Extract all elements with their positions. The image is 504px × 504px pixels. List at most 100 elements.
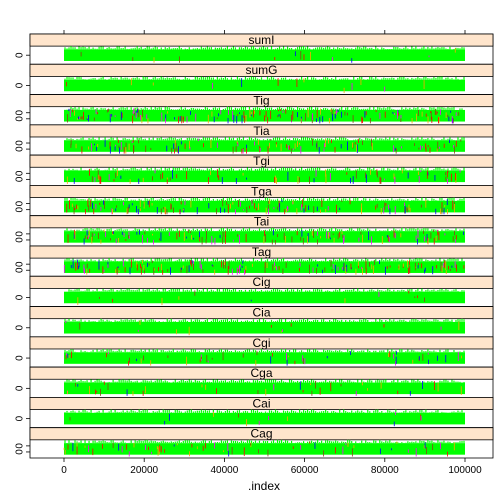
strip-header — [29, 306, 494, 320]
y-tick-label: 0 — [15, 170, 26, 176]
trace-band-Tag — [64, 261, 465, 273]
strip-header — [29, 154, 494, 168]
trace-spikes-Tga — [64, 197, 465, 215]
panel-sumI: sumI 0 — [15, 30, 494, 65]
y-tick-label: 0 — [15, 206, 26, 212]
strip-header — [29, 336, 494, 350]
strip-header — [29, 33, 494, 47]
trace-spikes-Cgi — [64, 348, 465, 366]
strip-label: Cag — [250, 427, 272, 441]
strip-label: Tgi — [253, 154, 270, 168]
strip-label: Cgi — [252, 336, 270, 350]
strip-header — [29, 215, 494, 229]
y-tick-label: 0 — [15, 294, 26, 300]
y-tick-label: 0 — [15, 231, 26, 237]
trace-band-Tai — [64, 231, 465, 243]
panel-Tig: Tig 00 — [15, 93, 494, 126]
trace-spikes-Cga — [64, 379, 465, 396]
trace-spikes-Cig — [64, 288, 465, 306]
x-tick-label: 80000 — [371, 465, 399, 476]
strip-header — [29, 185, 494, 198]
trace-band-Cgi — [64, 352, 465, 364]
trace-band-sumI — [64, 49, 465, 61]
x-tick-label: 100000 — [448, 465, 482, 476]
panel-Tai: Tai 00 — [15, 215, 494, 247]
y-tick-label: 0 — [15, 82, 26, 88]
y-tick-label: 0 — [15, 355, 26, 361]
strip-header — [29, 366, 494, 380]
strip-header — [29, 427, 494, 441]
strip-label: Cai — [252, 396, 270, 410]
y-tick-label: 0 — [15, 200, 26, 206]
panel-Tga: Tga 00 — [15, 184, 494, 217]
x-axis-title: .index — [248, 479, 280, 493]
panel-sumG: sumG 0 — [15, 63, 494, 95]
panels: sumI0sumG0Tig00Tia00Tgi00Tga00Tai00Tag00… — [15, 30, 494, 459]
y-tick-label: 0 — [15, 176, 26, 182]
strip-header — [29, 397, 494, 410]
trace-band-Cag — [64, 443, 465, 455]
trace-spikes-Tai — [64, 227, 465, 245]
panel-Cai: Cai 0 — [15, 396, 494, 429]
x-tick-label: 20000 — [130, 465, 158, 476]
trace-band-Tga — [64, 200, 465, 213]
x-axis: 0 20000 40000 60000 80000 100000 — [61, 458, 482, 476]
trace-spikes-Tia — [64, 136, 465, 154]
strip-label: Cig — [252, 275, 270, 289]
y-tick-label: 0 — [15, 325, 26, 331]
strip-label: Cia — [252, 305, 270, 319]
y-tick-label: 0 — [15, 449, 26, 455]
strip-label: Tga — [251, 184, 272, 198]
strip-header — [29, 275, 494, 289]
trace-spikes-Cag — [63, 439, 465, 457]
y-tick-label: 0 — [15, 52, 26, 58]
x-tick-label: 40000 — [210, 465, 238, 476]
panel-Cig: Cig 0 — [15, 275, 494, 307]
panel-Cga: Cga 0 — [15, 366, 494, 398]
trace-band-Cai — [64, 412, 465, 425]
strip-label: Tag — [252, 245, 271, 259]
strip-label: Tig — [253, 93, 269, 107]
trace-spikes-Tig — [64, 106, 465, 124]
trace-spikes-sumI — [64, 46, 465, 63]
trace-band-Cga — [64, 382, 465, 395]
strip-label: sumI — [248, 33, 274, 47]
panel-Tag: Tag 00 — [15, 245, 494, 277]
panel-Cia: Cia 0 — [15, 305, 494, 338]
trace-spikes-Cia — [64, 318, 465, 336]
y-tick-label: 0 — [15, 116, 26, 122]
strip-label: sumG — [245, 63, 277, 77]
trace-band-Tia — [64, 140, 465, 152]
trace-spikes-Tag — [63, 258, 465, 275]
y-tick-label: 0 — [15, 415, 26, 421]
panel-Tia: Tia 00 — [15, 124, 494, 156]
strip-header — [29, 94, 494, 108]
trace-band-Tgi — [64, 170, 465, 183]
strip-header — [29, 245, 494, 259]
x-tick-label: 0 — [61, 465, 67, 476]
panel-Cgi: Cgi 0 — [15, 336, 494, 368]
panel-Tgi: Tgi 00 — [15, 154, 494, 186]
y-tick-label: 0 — [15, 385, 26, 391]
y-tick-label: 0 — [15, 110, 26, 116]
strip-header — [29, 124, 494, 138]
x-tick-label: 60000 — [291, 465, 319, 476]
panel-Cag: Cag 00 — [15, 427, 494, 459]
trace-band-Cig — [64, 291, 465, 304]
trace-spikes-Tgi — [64, 167, 465, 184]
y-tick-label: 0 — [15, 267, 26, 273]
y-tick-label: 0 — [15, 237, 26, 243]
trace-spikes-Cai — [64, 409, 465, 427]
trace-band-Cia — [64, 322, 465, 334]
strip-header — [29, 63, 494, 77]
strip-label: Tia — [253, 124, 270, 138]
y-tick-label: 0 — [15, 261, 26, 267]
y-tick-label: 0 — [15, 443, 26, 449]
strip-label: Cga — [250, 366, 272, 380]
trace-spikes-sumG — [64, 76, 465, 94]
trace-band-sumG — [64, 79, 465, 92]
strip-label: Tai — [254, 215, 269, 229]
y-tick-label: 0 — [15, 146, 26, 152]
y-tick-label: 0 — [15, 140, 26, 146]
